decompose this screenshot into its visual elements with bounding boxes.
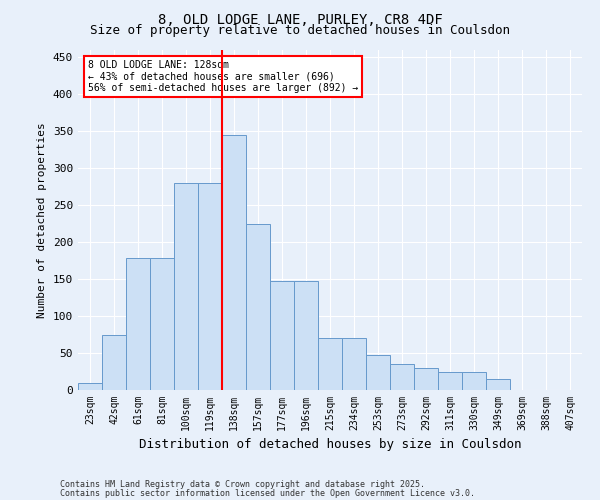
Bar — [174, 183, 198, 390]
Bar — [342, 338, 366, 390]
Text: Contains HM Land Registry data © Crown copyright and database right 2025.: Contains HM Land Registry data © Crown c… — [60, 480, 425, 489]
Text: Contains public sector information licensed under the Open Government Licence v3: Contains public sector information licen… — [60, 489, 475, 498]
Bar — [390, 364, 414, 390]
Text: Size of property relative to detached houses in Coulsdon: Size of property relative to detached ho… — [90, 24, 510, 37]
Text: 8, OLD LODGE LANE, PURLEY, CR8 4DF: 8, OLD LODGE LANE, PURLEY, CR8 4DF — [158, 12, 442, 26]
Bar — [102, 334, 126, 390]
Bar — [246, 224, 270, 390]
Bar — [414, 368, 438, 390]
Bar — [270, 280, 294, 390]
Bar — [126, 258, 150, 390]
Bar — [294, 280, 318, 390]
Bar — [198, 183, 222, 390]
Bar — [486, 379, 510, 390]
X-axis label: Distribution of detached houses by size in Coulsdon: Distribution of detached houses by size … — [139, 438, 521, 452]
Bar — [318, 338, 342, 390]
Text: 8 OLD LODGE LANE: 128sqm
← 43% of detached houses are smaller (696)
56% of semi-: 8 OLD LODGE LANE: 128sqm ← 43% of detach… — [88, 60, 358, 94]
Bar — [438, 372, 462, 390]
Bar — [222, 135, 246, 390]
Bar — [462, 372, 486, 390]
Bar — [150, 258, 174, 390]
Bar — [78, 382, 102, 390]
Y-axis label: Number of detached properties: Number of detached properties — [37, 122, 47, 318]
Bar — [366, 356, 390, 390]
